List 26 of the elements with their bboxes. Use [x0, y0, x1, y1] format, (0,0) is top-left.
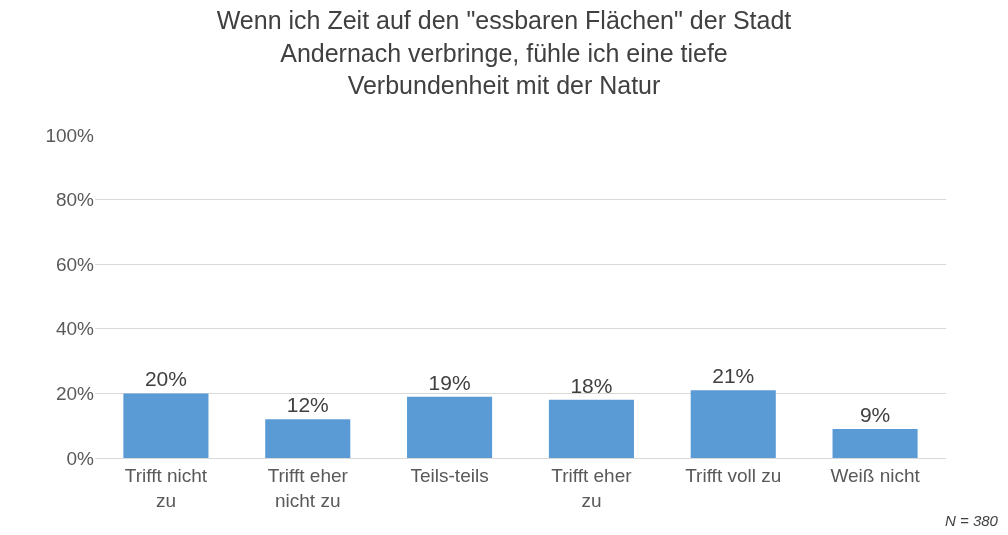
y-tick-label: 0% [66, 447, 95, 469]
y-tick-label: 100% [45, 124, 95, 146]
bar [265, 419, 351, 458]
y-tick-label: 60% [55, 253, 95, 275]
x-tick-label: Teils-teils [410, 464, 489, 486]
bar [407, 396, 493, 458]
x-tick-label: Weiß nicht [830, 464, 921, 486]
text: N = 380 [945, 512, 999, 529]
x-tick-label: Trifft voll zu [685, 464, 782, 486]
chart-title: Wenn ich Zeit auf den "essbaren Flächen" der Stadt Andernach verbringe, fühle ich eine tiefe Verbundenheit mit der Natur [216, 6, 792, 100]
bar [690, 390, 776, 458]
bar [123, 393, 209, 458]
x-tick-label: Trifft eher zu [551, 464, 633, 511]
y-tick-label: 80% [55, 189, 95, 211]
data-label: 21% [712, 364, 755, 388]
bar [832, 428, 918, 458]
x-tick-label: Trifft eher nicht zu [267, 464, 349, 511]
data-label: 19% [428, 370, 471, 394]
bar [548, 399, 634, 458]
y-tick-label: 20% [55, 383, 95, 405]
x-tick-label: Trifft nicht zu [124, 464, 208, 511]
y-tick-label: 40% [55, 318, 95, 340]
data-label: 9% [859, 402, 891, 426]
data-label: 18% [570, 373, 613, 397]
data-label: 12% [286, 393, 329, 417]
data-label: 20% [144, 367, 187, 391]
